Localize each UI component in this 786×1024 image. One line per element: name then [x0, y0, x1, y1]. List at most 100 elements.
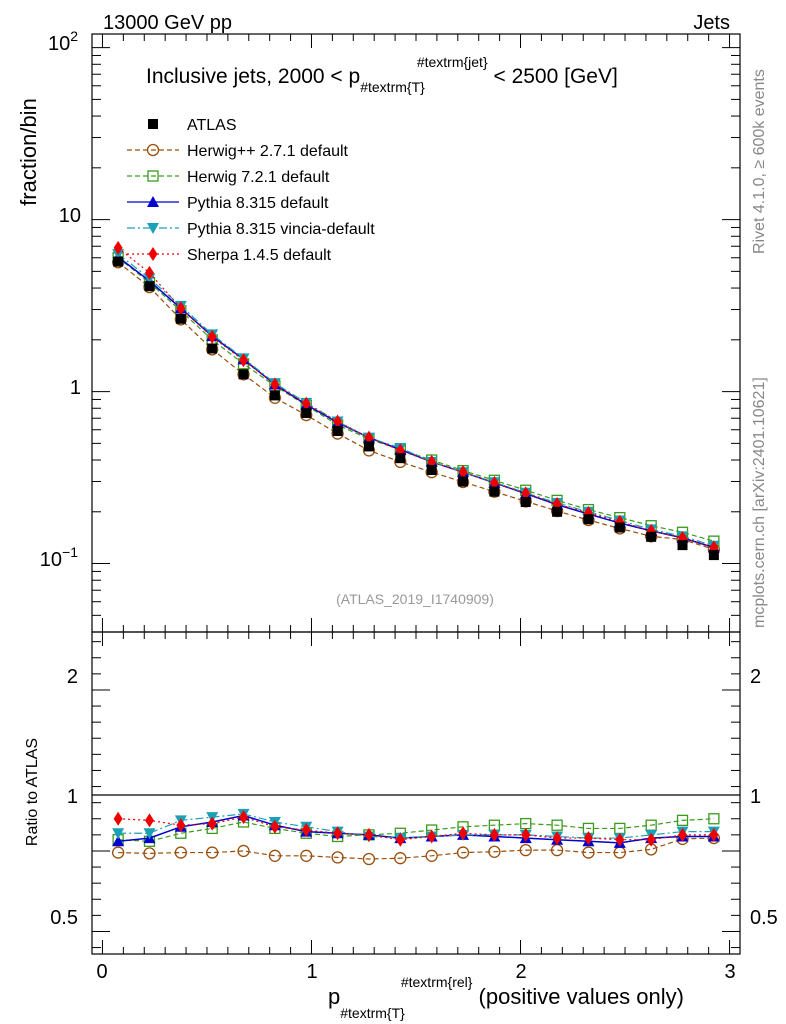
ratio-point-herwig-2-7-1-default	[456, 846, 470, 859]
ratio-point-pythia-8-315-default	[112, 835, 125, 847]
x-tick-label-1: 1	[306, 961, 317, 983]
x-tick-label-3: 3	[724, 961, 735, 983]
point-sherpa-1-4-5-default	[364, 430, 374, 445]
point-sherpa-1-4-5-default	[301, 396, 311, 411]
series-atlas	[113, 256, 719, 561]
x-axis-label-sup: #textrm{rel}	[401, 974, 473, 990]
analysis-watermark: (ATLAS_2019_I1740909)	[336, 591, 494, 607]
legend: ATLAS Herwig++ 2.7.1 default Herwig 7.2.1 …	[127, 117, 375, 264]
point-atlas	[207, 343, 218, 354]
ratio-point-herwig-2-7-1-default	[111, 846, 125, 859]
point-atlas	[614, 522, 625, 533]
point-atlas	[677, 540, 688, 551]
mcplots-label: mcplots.cern.ch [arXiv:2401.10621]	[751, 377, 768, 628]
ratio-right-tick-label-2: 2	[750, 666, 761, 688]
legend-marker	[146, 143, 160, 157]
collision-label: 13000 GeV pp	[103, 12, 232, 34]
ratio-point-sherpa-1-4-5-default	[583, 831, 593, 846]
ratio-tick-label-1: 1	[67, 786, 78, 808]
ratio-point-sherpa-1-4-5-default	[395, 832, 405, 847]
series-herwig-7-2-1-default	[112, 252, 720, 547]
legend-entry-pythia-8-315-vincia-default: Pythia 8.315 vincia-default	[127, 221, 375, 238]
x-axis-label-sub: #textrm{T}	[340, 1005, 405, 1021]
ratio-point-herwig-2-7-1-default	[394, 852, 407, 865]
legend-label: Sherpa 1.4.5 default	[187, 247, 332, 264]
point-atlas	[175, 313, 186, 324]
point-atlas	[708, 550, 719, 561]
series-pythia-8-315-vincia-default	[112, 249, 720, 552]
title-superscript: #textrm{jet}	[417, 54, 488, 70]
legend-entry-sherpa-1-4-5-default: Sherpa 1.4.5 default	[127, 247, 332, 264]
series-line-pythia-8-315-default	[117, 256, 715, 549]
axis-ticks	[92, 34, 740, 954]
ratio-point-herwig-2-7-1-default	[362, 852, 376, 866]
ratio-point-herwig-2-7-1-default	[331, 851, 344, 864]
y-tick-label-1: 1	[70, 377, 81, 399]
ratio-point-herwig-2-7-1-default	[206, 846, 219, 859]
legend-label: Pythia 8.315 vincia-default	[187, 221, 375, 238]
ratio-point-herwig-2-7-1-default	[300, 849, 313, 862]
y-tick-100-base: 10	[48, 33, 70, 55]
ratio-point-herwig-2-7-1-default	[582, 846, 595, 859]
legend-entry-herwig-2-7-1-default: Herwig++ 2.7.1 default	[127, 143, 349, 160]
ratio-series-sherpa-1-4-5-default	[113, 810, 719, 847]
ratio-point-sherpa-1-4-5-default	[239, 810, 249, 825]
point-sherpa-1-4-5-default	[521, 486, 531, 501]
rivet-version-label: Rivet 4.1.0, ≥ 600k events	[751, 69, 768, 254]
legend-marker	[147, 223, 159, 234]
y-tick-label-0.1: 10−1	[40, 544, 78, 571]
ratio-point-herwig-2-7-1-default	[174, 846, 187, 859]
ratio-point-pythia-8-315-vincia-default	[112, 828, 125, 840]
ratio-point-sherpa-1-4-5-default	[176, 818, 186, 833]
ratio-series-group	[111, 808, 721, 866]
series-sherpa-1-4-5-default	[113, 240, 719, 555]
legend-entry-atlas: ATLAS	[148, 117, 237, 134]
ratio-point-sherpa-1-4-5-default	[521, 827, 531, 842]
point-atlas	[426, 464, 437, 475]
ratio-tick-label-2: 2	[67, 666, 78, 688]
ratio-point-herwig-2-7-1-default	[268, 849, 282, 862]
ratio-point-sherpa-1-4-5-default	[333, 826, 343, 841]
legend-marker	[147, 170, 159, 182]
point-atlas	[113, 256, 124, 267]
ratio-point-sherpa-1-4-5-default	[489, 827, 499, 842]
ratio-point-herwig-2-7-1-default	[488, 845, 501, 858]
point-sherpa-1-4-5-default	[333, 414, 343, 429]
series-herwig-2-7-1-default	[111, 256, 721, 556]
title-main-text: Inclusive jets, 2000 < p	[146, 65, 360, 88]
ratio-point-sherpa-1-4-5-default	[270, 819, 280, 834]
legend-label: Herwig++ 2.7.1 default	[187, 143, 349, 160]
point-atlas	[301, 408, 312, 419]
ratio-line-sherpa-1-4-5-default	[118, 816, 714, 841]
ratio-point-herwig-7-2-1-default	[551, 819, 563, 831]
legend-label: Herwig 7.2.1 default	[187, 169, 330, 186]
point-sherpa-1-4-5-default	[113, 240, 123, 255]
title-range-text: < 2500 [GeV]	[488, 65, 618, 88]
ratio-line-pythia-8-315-default	[118, 814, 714, 844]
x-axis-label-main: p	[328, 984, 340, 1009]
y-tick-0.1-base: 10	[40, 549, 62, 571]
y-tick-100-exp: 2	[70, 28, 78, 44]
ratio-y-axis-label: Ratio to ATLAS	[24, 738, 41, 846]
point-atlas	[458, 476, 469, 487]
point-sherpa-1-4-5-default	[207, 329, 217, 344]
ratio-point-sherpa-1-4-5-default	[144, 813, 154, 828]
ratio-plot-frame	[91, 631, 741, 955]
series-line-herwig-7-2-1-default	[117, 257, 715, 542]
legend-marker	[147, 196, 159, 207]
legend-entry-pythia-8-315-default: Pythia 8.315 default	[127, 195, 329, 212]
ratio-line-pythia-8-315-vincia-default	[118, 813, 714, 839]
point-atlas	[583, 514, 594, 525]
title-subscript: #textrm{T}	[360, 79, 425, 95]
ratio-point-herwig-7-2-1-default	[676, 814, 689, 827]
ratio-series-pythia-8-315-default	[112, 809, 720, 848]
legend-marker	[148, 247, 158, 261]
x-tick-label-0: 0	[96, 961, 107, 983]
ratio-point-sherpa-1-4-5-default	[678, 827, 688, 842]
ratio-right-tick-label-1: 1	[750, 786, 761, 808]
series-line-sherpa-1-4-5-default	[117, 247, 715, 549]
point-atlas	[489, 486, 500, 497]
main-plot-title: Inclusive jets, 2000 < p#textrm{T} #textr…	[146, 54, 618, 95]
ratio-point-herwig-7-2-1-default	[708, 813, 720, 825]
